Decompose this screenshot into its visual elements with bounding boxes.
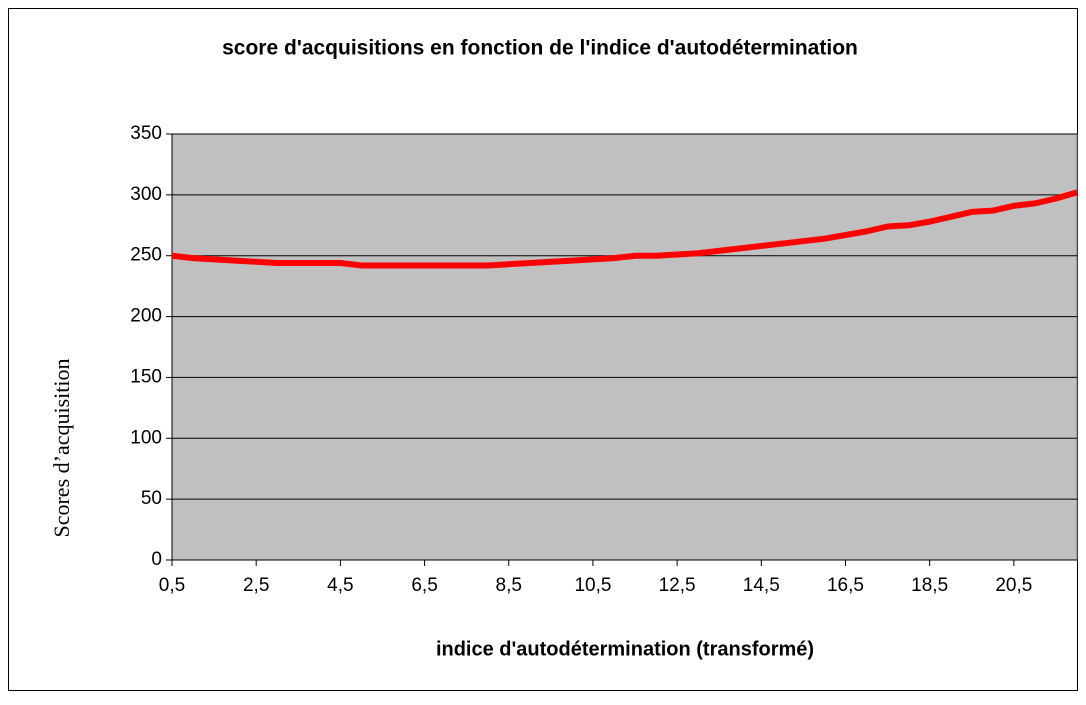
x-tick-label: 16,5 <box>827 575 864 596</box>
x-tick-label: 10,5 <box>574 575 611 596</box>
y-axis-title: Scores d’acquisition <box>49 358 74 537</box>
x-tick-label: 0,5 <box>159 575 185 596</box>
y-tick-label: 0 <box>151 549 162 570</box>
x-tick-label: 12,5 <box>659 575 696 596</box>
x-tick-label: 6,5 <box>411 575 437 596</box>
y-tick-label: 350 <box>130 123 162 144</box>
y-tick-label: 150 <box>130 366 162 387</box>
x-tick-label: 2,5 <box>243 575 269 596</box>
chart-title: score d'acquisitions en fonction de l'in… <box>222 37 858 60</box>
data-line <box>171 189 1078 269</box>
y-tick-label: 250 <box>130 245 162 266</box>
x-tick-label: 8,5 <box>496 575 522 596</box>
x-tick-label: 18,5 <box>911 575 948 596</box>
y-tick-label: 200 <box>130 306 162 327</box>
x-axis-title: indice d'autodétermination (transformé) <box>436 638 814 660</box>
y-tick-label: 300 <box>130 184 162 205</box>
x-tick-label: 4,5 <box>327 575 353 596</box>
x-tick-label: 20,5 <box>995 575 1032 596</box>
y-tick-label: 50 <box>141 488 162 509</box>
x-tick-label: 14,5 <box>743 575 780 596</box>
plot-area <box>171 133 1078 561</box>
y-tick-label: 100 <box>130 427 162 448</box>
